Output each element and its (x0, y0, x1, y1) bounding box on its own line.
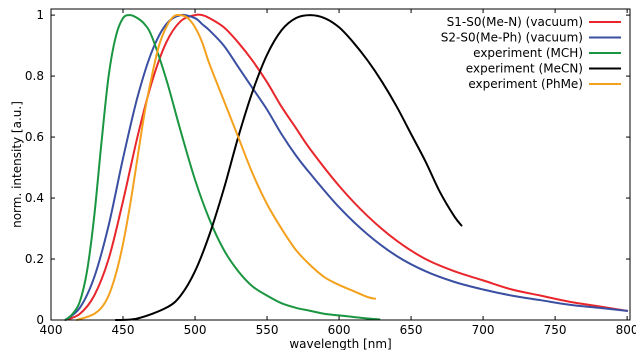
x-tick-label: 650 (400, 323, 423, 337)
y-axis-label: norm. intensity [a.u.] (10, 101, 24, 228)
legend-label: experiment (MCH) (473, 46, 583, 60)
y-tick-label: 0 (36, 313, 44, 327)
y-tick-label: 0.6 (25, 130, 44, 144)
y-tick-label: 0.2 (25, 252, 44, 266)
x-tick-label: 400 (40, 323, 63, 337)
series-line-s2-s0-me-ph-vacuum (64, 13, 629, 321)
y-tick-label: 0.8 (25, 69, 44, 83)
series-line-experiment-mecn (114, 14, 463, 321)
x-tick-label: 500 (184, 323, 207, 337)
x-tick-label: 550 (256, 323, 279, 337)
x-tick-label: 600 (328, 323, 351, 337)
legend-label: S2-S0(Me-Ph) (vacuum) (441, 31, 583, 45)
x-tick-label: 800 (616, 323, 636, 337)
y-tick-label: 1 (36, 8, 44, 22)
legend-label: experiment (PhMe) (468, 77, 583, 91)
plot-frame (50, 8, 631, 321)
legend-label: experiment (MeCN) (466, 62, 583, 76)
x-tick-label: 450 (112, 323, 135, 337)
legend: S1-S0(Me-N) (vacuum) S2-S0(Me-Ph) (vacuum… (441, 15, 621, 91)
series-line-experiment-phme (75, 13, 377, 321)
x-axis-label: wavelength [nm] (289, 337, 391, 350)
x-tick-label: 700 (472, 323, 495, 337)
x-tick-label: 750 (544, 323, 567, 337)
series-line-s1-s0-me-n-vacuum (64, 13, 629, 321)
axis-ticks: 400 450 500 550 600 650 700 750 800 0 0.2 0.4 0.6 0.8… (25, 8, 636, 337)
y-tick-label: 0.4 (25, 191, 44, 205)
series-line-experiment-mch (64, 14, 381, 321)
legend-label: S1-S0(Me-N) (vacuum) (447, 15, 583, 29)
series-layer (64, 13, 629, 321)
